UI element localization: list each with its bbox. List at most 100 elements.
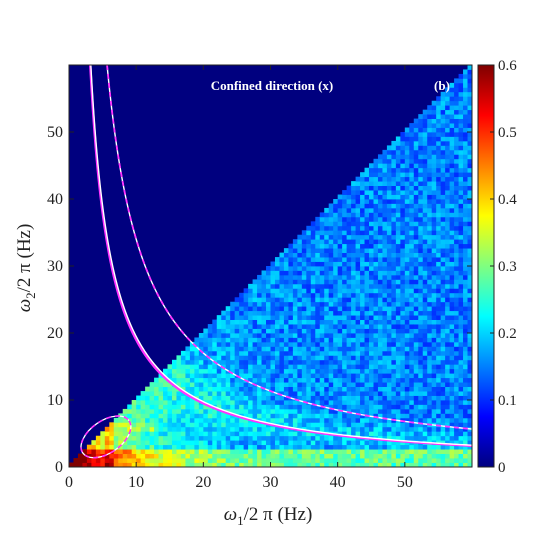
heatmap-cell [315,395,321,401]
heatmap-cell [337,252,343,258]
heatmap-cell [395,163,401,169]
heatmap-cell [369,185,374,191]
heatmap-cell [351,252,356,258]
heatmap-cell [413,203,419,209]
heatmap-cell [274,382,280,387]
heatmap-cell [355,395,361,401]
heatmap-cell [288,341,294,347]
heatmap-cell [454,292,459,298]
heatmap-cell [436,373,442,379]
heatmap-cell [194,426,200,432]
heatmap-cell [131,408,137,414]
heatmap-cell [454,172,459,178]
heatmap-cell [319,230,325,236]
heatmap-cell [351,413,356,419]
heatmap-cell [431,333,437,338]
heatmap-cell [449,109,455,115]
heatmap-cell [319,243,325,249]
heatmap-cell [91,440,97,446]
heatmap-cell [351,444,356,450]
heatmap-cell [449,422,455,428]
heatmap-cell [355,377,361,383]
heatmap-cell [418,239,424,245]
heatmap-cell [100,444,106,450]
heatmap-cell [180,426,186,432]
heatmap-cell [82,462,88,467]
heatmap-cell [395,158,401,164]
heatmap-cell [463,212,468,218]
heatmap-cell [319,306,325,312]
heatmap-cell [243,292,249,298]
heatmap-cell [467,324,472,329]
heatmap-cell [180,386,186,392]
heatmap-cell [180,364,186,370]
heatmap-cell [346,408,352,414]
heatmap-cell [297,449,303,454]
heatmap-cell [346,207,352,213]
heatmap-cell [449,199,455,204]
heatmap-cell [449,114,455,119]
heatmap-cell [337,297,343,303]
heatmap-cell [449,382,455,387]
heatmap-cell [225,355,231,361]
heatmap-cell [342,216,348,222]
heatmap-cell [395,400,401,405]
heatmap-cell [257,315,262,320]
heatmap-cell [261,426,267,432]
heatmap-cell [216,395,222,401]
heatmap-cell [360,283,365,289]
heatmap-cell [386,239,392,245]
heatmap-cell [404,315,410,320]
heatmap-cell [333,404,339,410]
heatmap-cell [377,234,383,240]
heatmap-cell [400,319,406,325]
heatmap-cell [355,400,361,405]
heatmap-cell [360,306,365,312]
heatmap-cell [248,435,253,441]
heatmap-cell [377,225,383,231]
heatmap-cell [261,368,267,374]
heatmap-cell [346,377,352,383]
heatmap-cell [373,440,379,446]
heatmap-cell [386,145,392,151]
heatmap-cell [436,279,442,285]
heatmap-cell [400,453,406,459]
heatmap-cell [306,453,312,459]
heatmap-cell [310,225,316,231]
heatmap-cell [189,373,195,379]
heatmap-cell [100,462,106,467]
heatmap-cell [377,257,383,262]
heatmap-cell [431,395,437,401]
heatmap-cell [239,315,245,320]
heatmap-cell [467,199,472,204]
heatmap-cell [440,324,446,329]
heatmap-cell [154,417,159,423]
heatmap-cell [324,310,330,316]
heatmap-cell [360,252,365,258]
heatmap-cell [315,270,321,276]
heatmap-cell [449,266,455,271]
heatmap-cell [207,382,213,387]
heatmap-cell [400,391,406,396]
y-tick-label: 40 [47,191,63,208]
heatmap-cell [266,395,271,401]
heatmap-cell [131,458,137,463]
heatmap-cell [310,444,316,450]
heatmap-cell [418,216,424,222]
heatmap-cell [297,440,303,446]
heatmap-cell [422,163,428,169]
heatmap-cell [266,306,271,312]
heatmap-cell [297,444,303,450]
heatmap-cell [395,243,401,249]
heatmap-cell [431,221,437,227]
heatmap-cell [342,207,348,213]
heatmap-cell [377,243,383,249]
heatmap-cell [306,270,312,276]
heatmap-cell [333,462,339,467]
heatmap-cell [234,404,240,410]
heatmap-cell [346,190,352,195]
heatmap-cell [458,435,464,441]
heatmap-cell [427,140,433,146]
heatmap-cell [234,355,240,361]
heatmap-cell [328,248,334,253]
